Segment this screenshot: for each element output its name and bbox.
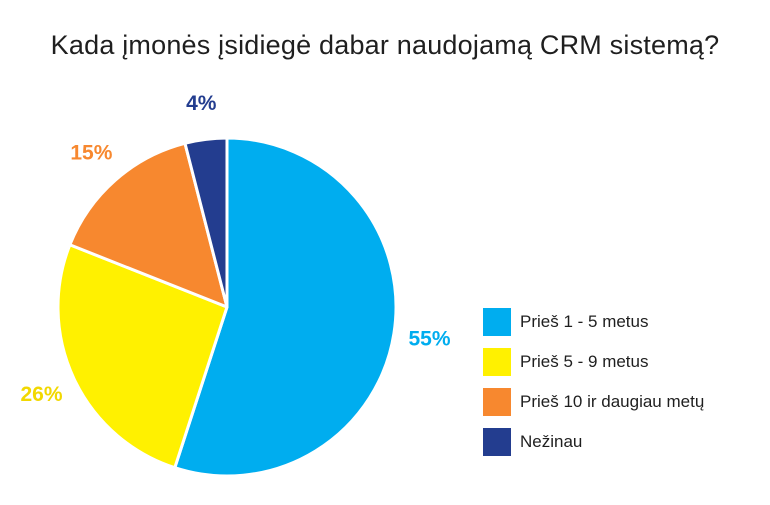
chart-title: Kada įmonės įsidiegė dabar naudojamą CRM… [50,30,720,60]
legend-swatch [483,388,511,416]
legend-item: Prieš 1 - 5 metus [483,308,704,336]
pie-data-labels: 55% 26% 15% 4% [20,92,450,406]
pie-slice [56,243,229,470]
legend-item: Nežinau [483,428,704,456]
chart-legend: Prieš 1 - 5 metus Prieš 5 - 9 metus Prie… [483,308,704,468]
legend-swatch [483,428,511,456]
legend-item: Prieš 5 - 9 metus [483,348,704,376]
pie-slice [68,141,229,309]
legend-label: Prieš 1 - 5 metus [520,312,649,331]
legend-item: Prieš 10 ir daugiau metų [483,388,704,416]
legend-swatch [483,348,511,376]
legend-label: Nežinau [520,432,583,451]
data-label: 55% [408,328,450,351]
pie-slice [183,136,229,309]
data-label: 4% [186,92,217,115]
legend-swatch [483,308,511,336]
data-label: 26% [20,383,62,406]
pie-slices [56,136,398,478]
pie-slice [173,136,398,478]
legend-label: Prieš 5 - 9 metus [520,352,649,371]
legend-label: Prieš 10 ir daugiau metų [520,392,705,411]
data-label: 15% [70,142,112,165]
